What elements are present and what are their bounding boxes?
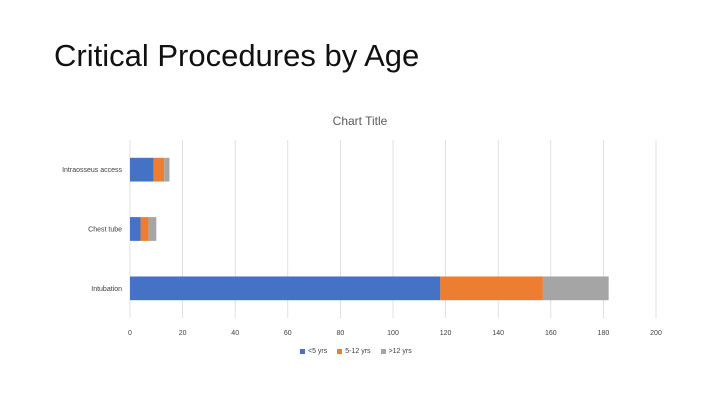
bar-segment (130, 276, 441, 301)
x-tick-label: 60 (284, 330, 292, 337)
x-tick-label: 140 (492, 330, 504, 337)
category-label: Intubation (91, 286, 122, 293)
bar-segment (440, 276, 543, 301)
category-label: Chest tube (88, 227, 122, 234)
legend-item-under-5: <5 yrs (300, 348, 327, 355)
bar-segment (153, 157, 165, 182)
x-tick-label: 180 (598, 330, 610, 337)
legend-item-over-12: >12 yrs (380, 348, 412, 355)
bar-segment (542, 276, 609, 301)
bar-segment (164, 157, 170, 182)
bar-segment (148, 217, 157, 241)
x-tick-label: 40 (231, 330, 239, 337)
bar-segment (130, 157, 154, 182)
x-tick-label: 120 (440, 330, 452, 337)
legend-label: >12 yrs (388, 348, 412, 355)
bar-segment (140, 217, 149, 241)
legend-swatch (300, 349, 305, 354)
x-tick-label: 160 (545, 330, 557, 337)
x-tick-label: 20 (179, 330, 187, 337)
chart-legend: <5 yrs 5-12 yrs >12 yrs (300, 348, 460, 355)
slide-title: Critical Procedures by Age (54, 38, 420, 73)
x-tick-label: 80 (337, 330, 345, 337)
x-tick-label: 200 (650, 330, 662, 337)
legend-label: 5-12 yrs (345, 348, 371, 355)
bar-segment (130, 217, 141, 241)
x-tick-label: 100 (387, 330, 399, 337)
legend-label: <5 yrs (308, 348, 328, 355)
legend-item-5-12: 5-12 yrs (337, 348, 371, 355)
category-label: Intraosseus access (62, 167, 122, 174)
legend-swatch (337, 349, 343, 354)
legend-swatch (380, 349, 386, 354)
chart-title: Chart Title (332, 114, 388, 128)
x-tick-label: 0 (128, 330, 132, 337)
